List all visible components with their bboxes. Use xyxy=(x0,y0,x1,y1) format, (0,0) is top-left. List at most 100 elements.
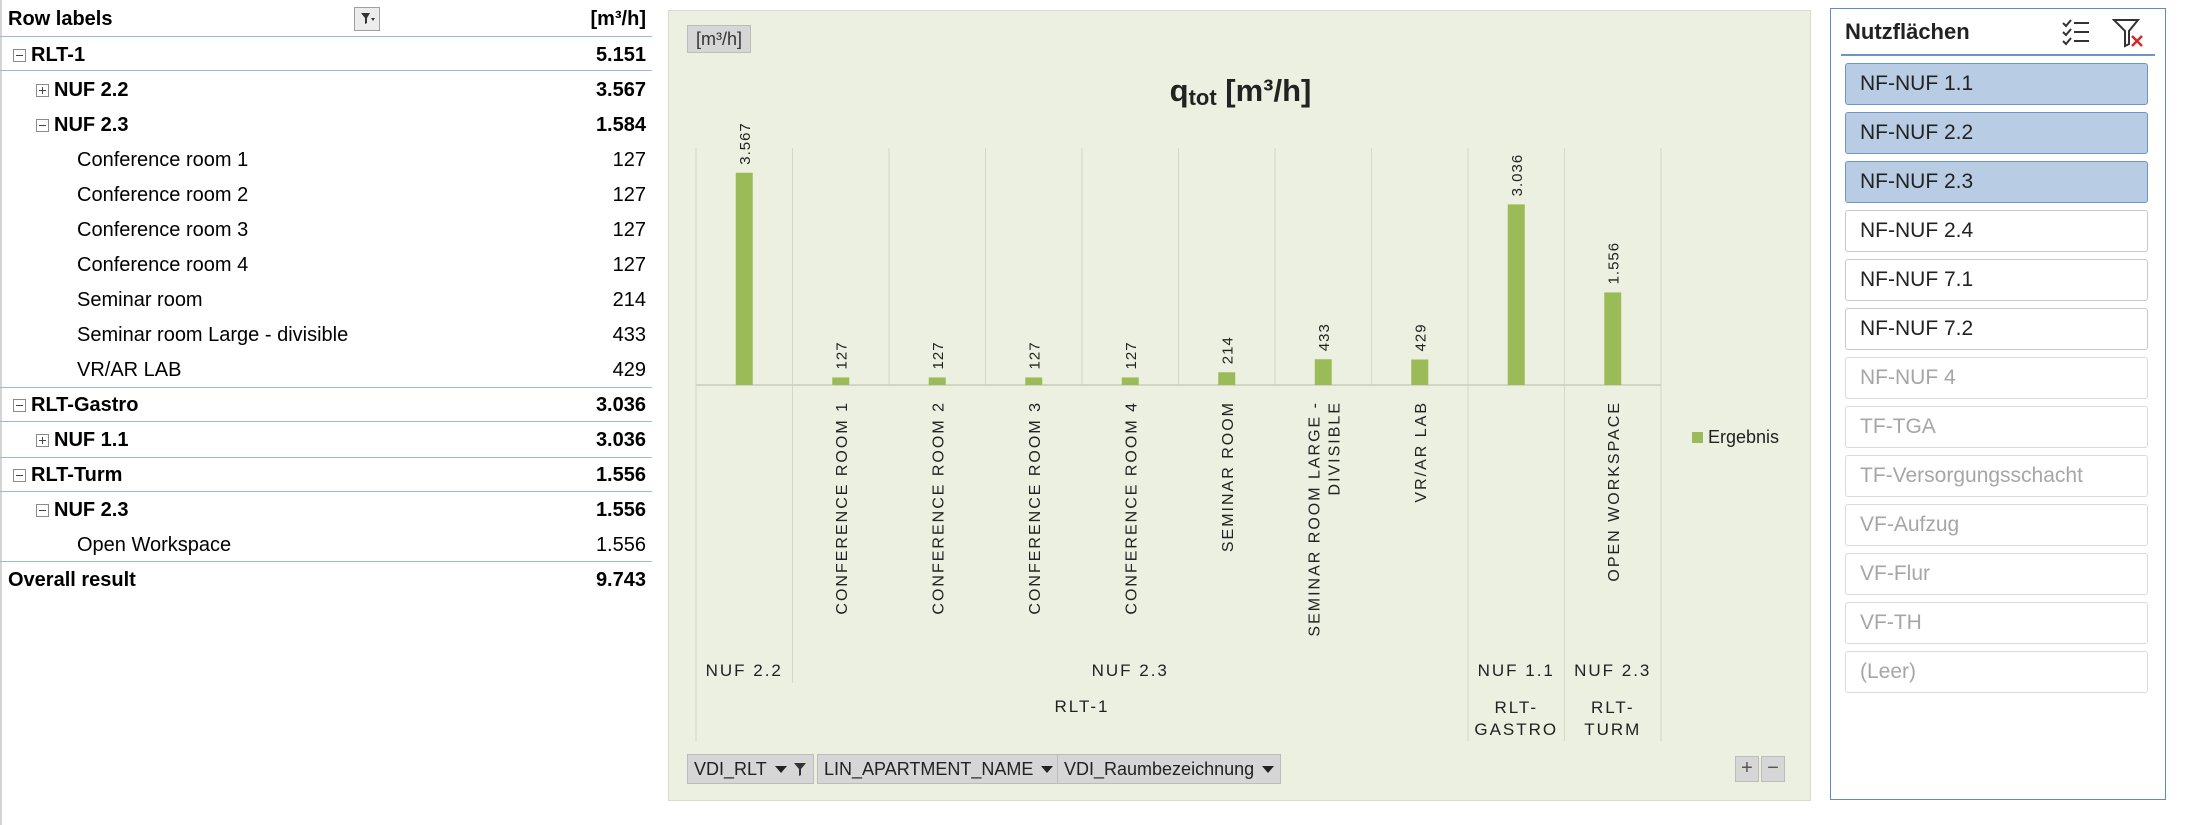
field-button-vdi-rlt[interactable]: VDI_RLT xyxy=(687,754,814,784)
bar-value-label: 127 xyxy=(1027,341,1044,369)
pivot-row[interactable]: Open Workspace 1.556 xyxy=(0,528,652,563)
pivot-row[interactable]: NUF 2.3 1.556 xyxy=(0,493,652,528)
pivot-row[interactable]: Conference room 4 127 xyxy=(0,248,652,283)
category-group-label: NUF 2.2 xyxy=(706,661,783,680)
slicer-item[interactable]: VF-TH xyxy=(1845,602,2148,644)
chart-title: qtot [m³/h] xyxy=(669,73,1812,111)
pivot-row[interactable]: Conference room 2 127 xyxy=(0,178,652,213)
category-group-label: RLT-1 xyxy=(1054,697,1109,716)
bar-value-label: 127 xyxy=(1123,341,1140,369)
pivot-row-value: 429 xyxy=(612,359,646,381)
pivot-row[interactable]: Conference room 3 127 xyxy=(0,213,652,248)
field-button-vdi-raumbezeichnung[interactable]: VDI_Raumbezeichnung xyxy=(1057,754,1282,784)
chart-legend[interactable]: Ergebnis xyxy=(1692,427,1779,448)
slicer-header-divider xyxy=(1841,54,2155,56)
chart-bar xyxy=(832,377,850,385)
pivot-row[interactable]: Seminar room Large - divisible 433 xyxy=(0,318,652,353)
pivot-row[interactable]: RLT-1 5.151 xyxy=(0,38,652,73)
collapse-icon[interactable] xyxy=(13,399,26,412)
pivot-row-value: 1.556 xyxy=(595,499,646,521)
field-button-lin-apartment-name[interactable]: LIN_APARTMENT_NAME xyxy=(817,754,1061,784)
category-group-label: GASTRO xyxy=(1474,720,1558,739)
pivot-row-value: 127 xyxy=(612,149,646,171)
bar-value-label: 127 xyxy=(834,341,851,369)
filter-icon xyxy=(793,763,806,776)
pivot-grand-total-row[interactable]: Overall result 9.743 xyxy=(0,563,652,598)
slicer-item[interactable]: NF-NUF 2.4 xyxy=(1845,210,2148,252)
pivot-row-label: Overall result xyxy=(8,569,136,591)
pivot-row-label: Conference room 2 xyxy=(77,184,249,206)
pivot-row-value: 127 xyxy=(612,254,646,276)
pivot-row-value: 1.584 xyxy=(595,114,646,136)
category-group-label: NUF 1.1 xyxy=(1478,661,1555,680)
slicer-item[interactable]: NF-NUF 4 xyxy=(1845,357,2148,399)
clear-filter-icon[interactable] xyxy=(2111,15,2145,49)
field-button-label: LIN_APARTMENT_NAME xyxy=(824,759,1034,779)
slicer-item[interactable]: NF-NUF 2.3 xyxy=(1845,161,2148,203)
bar-value-label: 214 xyxy=(1220,336,1237,364)
expand-icon[interactable] xyxy=(36,84,49,97)
pivot-row-label: Conference room 4 xyxy=(77,254,249,276)
category-tick-label: CONFERENCE ROOM 2 xyxy=(930,401,947,615)
chart-bar xyxy=(1314,359,1332,385)
filter-icon xyxy=(361,13,375,24)
field-button-label: VDI_RLT xyxy=(694,759,767,779)
collapse-icon[interactable] xyxy=(36,119,49,132)
collapse-icon[interactable] xyxy=(13,49,26,62)
pivot-divider xyxy=(0,421,652,422)
slicer-item[interactable]: TF-TGA xyxy=(1845,406,2148,448)
pivot-chart[interactable]: 3.567 127 127 127 127 214 433 429 3.036 1.556 CONF… xyxy=(668,10,1811,801)
chart-bar xyxy=(1218,372,1236,385)
pivot-row[interactable]: NUF 2.3 1.584 xyxy=(0,108,652,143)
chart-bar xyxy=(1604,292,1622,385)
pivot-row-value: 433 xyxy=(612,324,646,346)
value-field-button[interactable]: [m³/h] xyxy=(687,25,752,53)
category-tick-label: VR/AR LAB xyxy=(1413,401,1430,503)
expand-field-button[interactable]: + xyxy=(1735,756,1759,782)
chart-bar xyxy=(735,172,753,385)
pivot-row-value: 127 xyxy=(612,184,646,206)
pivot-row-value: 127 xyxy=(612,219,646,241)
pivot-row-label: Conference room 3 xyxy=(77,219,249,241)
slicer-item[interactable]: (Leer) xyxy=(1845,651,2148,693)
category-tick-label: CONFERENCE ROOM 1 xyxy=(834,401,851,615)
pivot-row[interactable]: Seminar room 214 xyxy=(0,283,652,318)
pivot-row-label: VR/AR LAB xyxy=(77,359,182,381)
slicer-item[interactable]: TF-Versorgungsschacht xyxy=(1845,455,2148,497)
collapse-icon[interactable] xyxy=(36,504,49,517)
chart-plot: 3.567 127 127 127 127 214 433 429 3.036 1.556 CONF… xyxy=(695,122,1662,741)
category-tick-label: CONFERENCE ROOM 3 xyxy=(1027,401,1044,615)
pivot-row-label: NUF 2.3 xyxy=(54,499,129,521)
pivot-divider xyxy=(0,36,652,37)
pivot-row[interactable]: NUF 1.1 3.036 xyxy=(0,423,652,458)
pivot-header-value: [m³/h] xyxy=(590,8,646,30)
expand-icon[interactable] xyxy=(36,434,49,447)
pivot-row[interactable]: Conference room 1 127 xyxy=(0,143,652,178)
collapse-icon[interactable] xyxy=(13,469,26,482)
slicer-nutzflaechen[interactable]: Nutzflächen NF-NUF 1.1 NF-NUF 2.2 NF-NUF 2… xyxy=(1830,8,2166,800)
field-button-label: VDI_Raumbezeichnung xyxy=(1064,759,1255,779)
row-filter-button[interactable] xyxy=(354,7,380,31)
slicer-item[interactable]: NF-NUF 7.1 xyxy=(1845,259,2148,301)
category-group-label: TURM xyxy=(1584,720,1641,739)
chart-bar xyxy=(1025,377,1043,385)
legend-label: Ergebnis xyxy=(1708,427,1780,447)
pivot-divider xyxy=(0,491,652,492)
pivot-row-label: RLT-Gastro xyxy=(31,394,139,416)
pivot-row[interactable]: RLT-Gastro 3.036 xyxy=(0,388,652,423)
slicer-item[interactable]: NF-NUF 7.2 xyxy=(1845,308,2148,350)
slicer-item[interactable]: NF-NUF 1.1 xyxy=(1845,63,2148,105)
pivot-row-value: 1.556 xyxy=(595,534,646,556)
pivot-row-label: NUF 2.3 xyxy=(54,114,129,136)
multi-select-icon[interactable] xyxy=(2059,15,2093,49)
slicer-item[interactable]: NF-NUF 2.2 xyxy=(1845,112,2148,154)
chart-bar xyxy=(1121,377,1139,385)
pivot-divider xyxy=(0,457,652,458)
collapse-field-button[interactable]: − xyxy=(1761,756,1785,782)
pivot-row[interactable]: NUF 2.2 3.567 xyxy=(0,73,652,108)
slicer-item[interactable]: VF-Flur xyxy=(1845,553,2148,595)
pivot-row[interactable]: RLT-Turm 1.556 xyxy=(0,458,652,493)
pivot-row[interactable]: VR/AR LAB 429 xyxy=(0,353,652,388)
slicer-item[interactable]: VF-Aufzug xyxy=(1845,504,2148,546)
pivot-row-label: NUF 1.1 xyxy=(54,429,129,451)
